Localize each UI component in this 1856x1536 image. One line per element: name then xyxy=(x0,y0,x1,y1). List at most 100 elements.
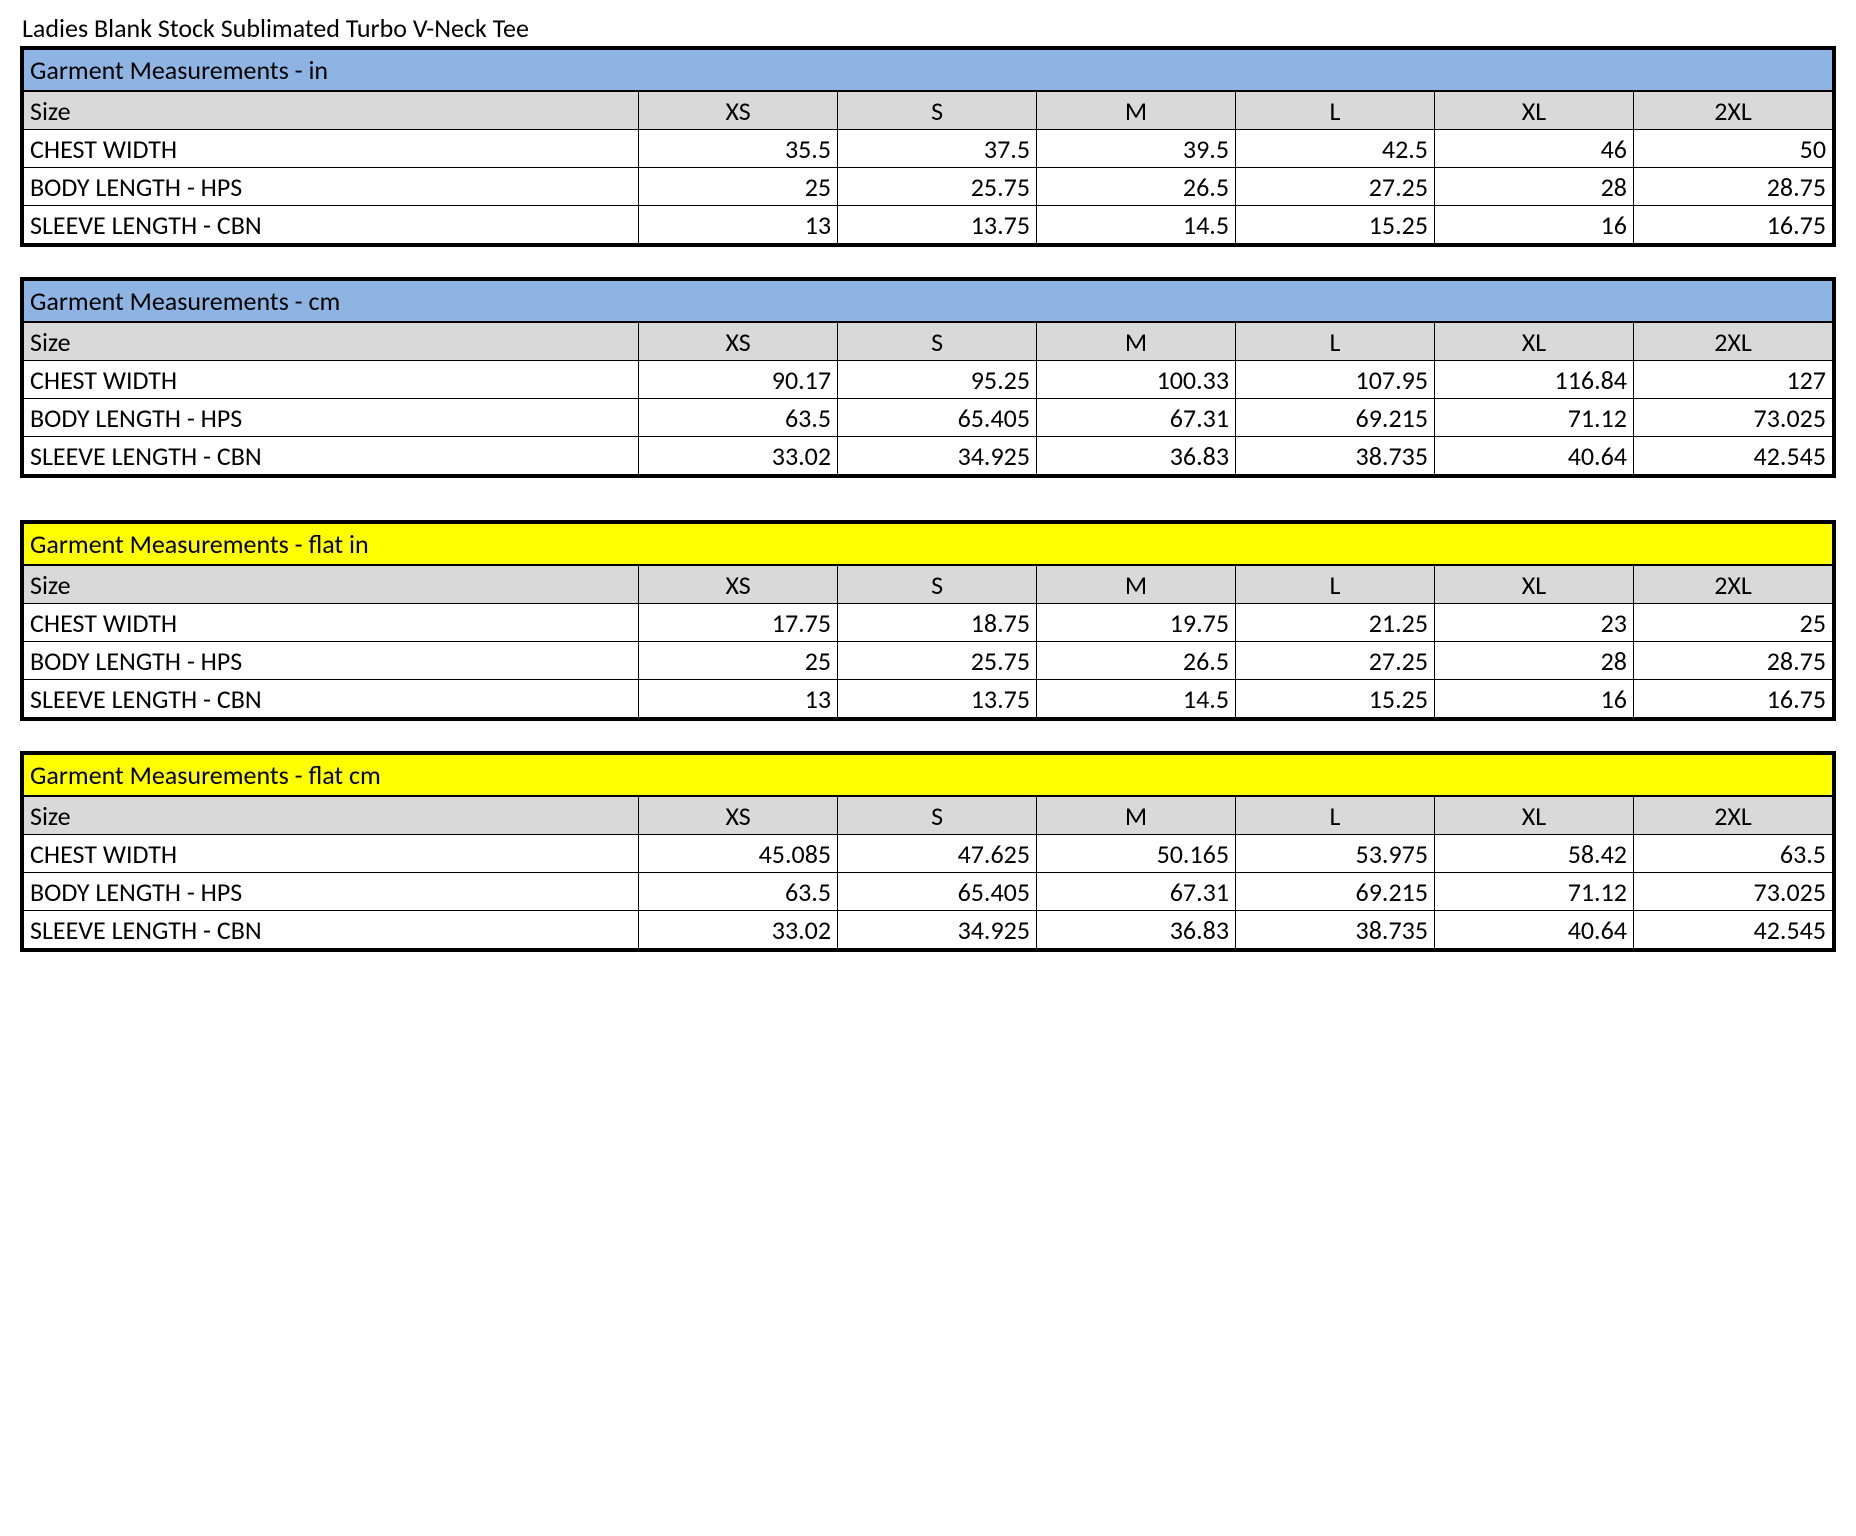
measurement-value: 16.75 xyxy=(1633,680,1832,718)
measurement-value: 28.75 xyxy=(1633,168,1832,206)
row-label: CHEST WIDTH xyxy=(24,604,639,642)
table-wrapper: Garment Measurements - flat inSizeXSSMLX… xyxy=(20,520,1836,721)
measurement-value: 26.5 xyxy=(1037,642,1236,680)
measurement-table: SizeXSSMLXL2XLCHEST WIDTH45.08547.62550.… xyxy=(23,796,1833,949)
section-title: Garment Measurements - in xyxy=(23,49,1833,91)
measurement-value: 71.12 xyxy=(1435,399,1634,437)
size-column-header: XS xyxy=(639,797,838,835)
section-title: Garment Measurements - cm xyxy=(23,280,1833,322)
row-label: BODY LENGTH - HPS xyxy=(24,642,639,680)
measurement-value: 28 xyxy=(1435,642,1634,680)
size-label-header: Size xyxy=(24,566,639,604)
measurement-value: 50.165 xyxy=(1037,835,1236,873)
measurement-value: 40.64 xyxy=(1435,437,1634,475)
size-column-header: XL xyxy=(1435,323,1634,361)
measurement-value: 16.75 xyxy=(1633,206,1832,244)
measurement-value: 21.25 xyxy=(1236,604,1435,642)
measurement-value: 37.5 xyxy=(838,130,1037,168)
tables-container: Garment Measurements - inSizeXSSMLXL2XLC… xyxy=(20,46,1836,952)
size-column-header: L xyxy=(1236,797,1435,835)
measurement-value: 107.95 xyxy=(1236,361,1435,399)
measurement-value: 35.5 xyxy=(639,130,838,168)
size-column-header: L xyxy=(1236,566,1435,604)
size-label-header: Size xyxy=(24,323,639,361)
measurement-value: 15.25 xyxy=(1236,680,1435,718)
size-header-row: SizeXSSMLXL2XL xyxy=(24,797,1833,835)
measurement-value: 25 xyxy=(1633,604,1832,642)
measurement-value: 25 xyxy=(639,168,838,206)
size-column-header: S xyxy=(838,323,1037,361)
measurement-section: Garment Measurements - inSizeXSSMLXL2XLC… xyxy=(20,46,1836,247)
row-label: SLEEVE LENGTH - CBN xyxy=(24,911,639,949)
size-column-header: XS xyxy=(639,566,838,604)
section-title: Garment Measurements - flat cm xyxy=(23,754,1833,796)
table-row: SLEEVE LENGTH - CBN1313.7514.515.251616.… xyxy=(24,680,1833,718)
size-column-header: XS xyxy=(639,92,838,130)
measurement-table: SizeXSSMLXL2XLCHEST WIDTH90.1795.25100.3… xyxy=(23,322,1833,475)
table-row: CHEST WIDTH45.08547.62550.16553.97558.42… xyxy=(24,835,1833,873)
measurement-value: 100.33 xyxy=(1037,361,1236,399)
row-label: BODY LENGTH - HPS xyxy=(24,399,639,437)
size-column-header: L xyxy=(1236,92,1435,130)
measurement-value: 25.75 xyxy=(838,642,1037,680)
measurement-value: 65.405 xyxy=(838,873,1037,911)
row-label: SLEEVE LENGTH - CBN xyxy=(24,437,639,475)
measurement-value: 28 xyxy=(1435,168,1634,206)
measurement-value: 27.25 xyxy=(1236,642,1435,680)
table-row: SLEEVE LENGTH - CBN1313.7514.515.251616.… xyxy=(24,206,1833,244)
table-row: CHEST WIDTH90.1795.25100.33107.95116.841… xyxy=(24,361,1833,399)
measurement-value: 53.975 xyxy=(1236,835,1435,873)
measurement-value: 33.02 xyxy=(639,911,838,949)
measurement-value: 38.735 xyxy=(1236,437,1435,475)
measurement-value: 34.925 xyxy=(838,437,1037,475)
size-column-header: S xyxy=(838,92,1037,130)
measurement-value: 42.545 xyxy=(1633,437,1832,475)
measurement-value: 127 xyxy=(1633,361,1832,399)
measurement-value: 13.75 xyxy=(838,680,1037,718)
measurement-value: 116.84 xyxy=(1435,361,1634,399)
measurement-value: 36.83 xyxy=(1037,911,1236,949)
size-column-header: 2XL xyxy=(1633,323,1832,361)
measurement-value: 90.17 xyxy=(639,361,838,399)
measurement-section: Garment Measurements - flat inSizeXSSMLX… xyxy=(20,520,1836,721)
measurement-value: 27.25 xyxy=(1236,168,1435,206)
size-column-header: 2XL xyxy=(1633,797,1832,835)
measurement-value: 26.5 xyxy=(1037,168,1236,206)
size-label-header: Size xyxy=(24,797,639,835)
measurement-value: 69.215 xyxy=(1236,873,1435,911)
table-row: BODY LENGTH - HPS63.565.40567.3169.21571… xyxy=(24,873,1833,911)
page-title: Ladies Blank Stock Sublimated Turbo V-Ne… xyxy=(20,12,1836,44)
row-label: CHEST WIDTH xyxy=(24,130,639,168)
measurement-value: 23 xyxy=(1435,604,1634,642)
measurement-table: SizeXSSMLXL2XLCHEST WIDTH17.7518.7519.75… xyxy=(23,565,1833,718)
measurement-value: 40.64 xyxy=(1435,911,1634,949)
size-column-header: M xyxy=(1037,566,1236,604)
size-header-row: SizeXSSMLXL2XL xyxy=(24,323,1833,361)
measurement-value: 47.625 xyxy=(838,835,1037,873)
measurement-value: 16 xyxy=(1435,206,1634,244)
size-column-header: 2XL xyxy=(1633,92,1832,130)
table-row: BODY LENGTH - HPS2525.7526.527.252828.75 xyxy=(24,168,1833,206)
size-header-row: SizeXSSMLXL2XL xyxy=(24,92,1833,130)
measurement-value: 42.545 xyxy=(1633,911,1832,949)
table-row: CHEST WIDTH35.537.539.542.54650 xyxy=(24,130,1833,168)
row-label: BODY LENGTH - HPS xyxy=(24,873,639,911)
table-row: CHEST WIDTH17.7518.7519.7521.252325 xyxy=(24,604,1833,642)
size-column-header: XL xyxy=(1435,566,1634,604)
measurement-value: 50 xyxy=(1633,130,1832,168)
measurement-value: 14.5 xyxy=(1037,680,1236,718)
measurement-table: SizeXSSMLXL2XLCHEST WIDTH35.537.539.542.… xyxy=(23,91,1833,244)
table-row: BODY LENGTH - HPS63.565.40567.3169.21571… xyxy=(24,399,1833,437)
table-row: BODY LENGTH - HPS2525.7526.527.252828.75 xyxy=(24,642,1833,680)
measurement-value: 38.735 xyxy=(1236,911,1435,949)
size-column-header: S xyxy=(838,797,1037,835)
table-wrapper: Garment Measurements - inSizeXSSMLXL2XLC… xyxy=(20,46,1836,247)
measurement-value: 13 xyxy=(639,680,838,718)
table-wrapper: Garment Measurements - flat cmSizeXSSMLX… xyxy=(20,751,1836,952)
measurement-value: 67.31 xyxy=(1037,873,1236,911)
measurement-value: 71.12 xyxy=(1435,873,1634,911)
size-column-header: XL xyxy=(1435,92,1634,130)
measurement-value: 13 xyxy=(639,206,838,244)
size-column-header: XL xyxy=(1435,797,1634,835)
measurement-value: 58.42 xyxy=(1435,835,1634,873)
